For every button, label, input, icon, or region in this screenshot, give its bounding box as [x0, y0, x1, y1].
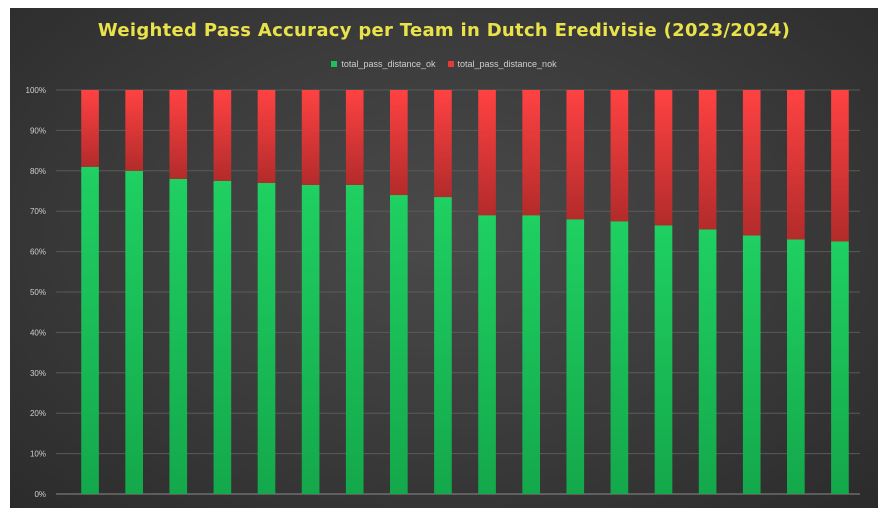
bar-segment-ok — [831, 241, 849, 494]
bar-segment-nok — [610, 90, 629, 222]
y-tick-label: 70% — [30, 207, 46, 216]
bar-segment-nok — [81, 90, 99, 167]
bar-segment-nok — [257, 90, 276, 183]
bar-segment-ok — [169, 178, 188, 494]
chart-title: Weighted Pass Accuracy per Team in Dutch… — [97, 20, 791, 41]
bar-segment-ok — [213, 180, 232, 494]
y-tick-label: 100% — [26, 86, 46, 95]
bar-segment-ok — [257, 182, 276, 495]
chart-frame: Weighted Pass Accuracy per Team in Dutch… — [10, 8, 878, 508]
bar-segment-nok — [654, 90, 673, 226]
bar-segment-ok — [301, 184, 320, 494]
bar-segment-ok — [125, 170, 143, 495]
legend-item-nok: total_pass_distance_nok — [447, 59, 557, 69]
y-tick-label: 20% — [30, 409, 46, 418]
bar-segment-nok — [301, 90, 320, 185]
legend-label-ok: total_pass_distance_ok — [341, 59, 436, 69]
bar-segment-ok — [478, 215, 496, 495]
bar-segment-ok — [610, 221, 629, 495]
y-tick-label: 0% — [34, 490, 46, 499]
bar-segment-nok — [434, 90, 452, 198]
bar-segment-ok — [390, 195, 408, 495]
legend-swatch-ok — [331, 61, 338, 67]
y-tick-label: 30% — [30, 369, 46, 378]
bar-segment-nok — [566, 90, 585, 220]
y-tick-label: 40% — [30, 328, 46, 337]
bar-segment-nok — [169, 90, 188, 179]
y-tick-label: 90% — [30, 126, 46, 135]
bar-segment-nok — [478, 90, 496, 216]
bar-segment-nok — [831, 90, 849, 242]
bar-segment-ok — [434, 197, 452, 494]
bar-segment-nok — [522, 90, 540, 216]
chart-legend: total_pass_distance_ok total_pass_distan… — [10, 59, 878, 69]
legend-item-ok: total_pass_distance_ok — [331, 59, 436, 69]
bar-segment-ok — [698, 229, 717, 494]
plot-area: 0% 10% 20% 30% 40% 50% 60% 70% 80% 90% 100% — [26, 86, 860, 499]
y-tick-label: 10% — [30, 450, 46, 459]
bar-segment-ok — [345, 184, 364, 494]
bar-segment-nok — [698, 90, 717, 230]
bar-segment-ok — [787, 239, 805, 494]
bar-segment-nok — [787, 90, 805, 240]
bar-segment-nok — [742, 90, 761, 236]
y-tick-label: 80% — [30, 167, 46, 176]
bar-segment-nok — [390, 90, 408, 196]
bar-segment-ok — [566, 219, 585, 494]
bar-segment-nok — [345, 90, 364, 185]
legend-swatch-nok — [447, 61, 454, 67]
bar-segment-ok — [81, 166, 99, 494]
bar-segment-ok — [742, 235, 761, 494]
bar-segment-nok — [125, 90, 143, 171]
bar-segment-ok — [654, 225, 673, 494]
y-tick-label: 50% — [30, 288, 46, 297]
y-tick-label: 60% — [30, 248, 46, 257]
legend-label-nok: total_pass_distance_nok — [457, 59, 557, 69]
bar-segment-nok — [213, 90, 232, 181]
bar-segment-ok — [522, 215, 540, 495]
